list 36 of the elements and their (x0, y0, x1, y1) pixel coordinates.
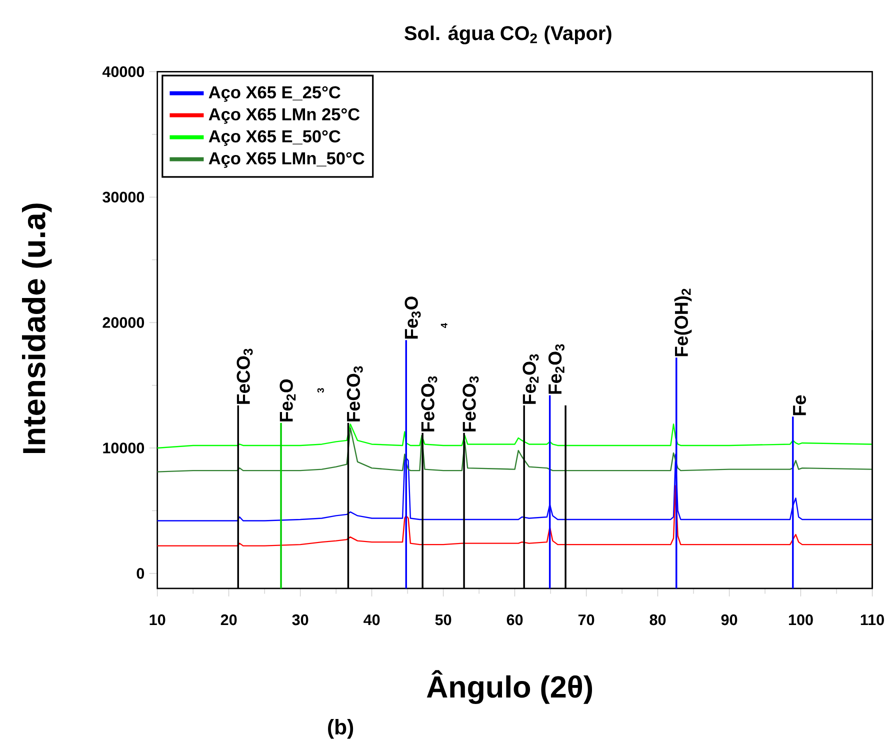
annotation: 3 (317, 388, 324, 393)
x-tick-label: 40 (364, 614, 380, 626)
y-tick-label: 0 (136, 568, 144, 579)
text: FeCO$_{3}$ (236, 348, 253, 404)
text: FeCO$_{3}$ (346, 366, 363, 422)
x-tick-label: 80 (650, 614, 666, 626)
x-tick-label: 20 (220, 614, 237, 626)
text: Fe(OH)$_{2}$ (674, 288, 692, 356)
text: (b) (328, 719, 354, 739)
x-tick-label: 90 (721, 614, 738, 626)
text: FeCO$_{3}$ (421, 376, 438, 432)
legend-label: Aço X65 E_25°C (208, 86, 340, 102)
text: Fe$_{3}$O (404, 296, 421, 339)
chart-title: Sol. água CO$_{2}$ (Vapor) (404, 26, 612, 44)
annotation: 4 (440, 323, 448, 328)
legend-label: Aço X65 E_50°C (208, 130, 340, 146)
x-tick-label: 110 (860, 614, 884, 626)
y-tick-label: 30000 (102, 192, 144, 203)
x-tick-label: 50 (435, 614, 452, 626)
x-tick-label: 60 (506, 614, 523, 626)
x-axis-title: Ângulo (2θ) (426, 670, 592, 704)
text: Fe (793, 395, 806, 416)
x-tick-label: 30 (292, 614, 308, 626)
text: FeCO$_{3}$ (462, 376, 479, 432)
x-tick-label: 10 (150, 614, 166, 626)
y-tick-label: 10000 (103, 442, 144, 454)
y-tick-label: 20000 (102, 317, 144, 328)
y-axis-title: Intensidade (u.a) (22, 204, 52, 454)
text: Fe$_{2}$O$_{3}$ (522, 354, 539, 404)
x-tick-label: 70 (578, 614, 594, 626)
legend-label: Aço X65 LMn_50°C (208, 152, 364, 168)
text: Fe$_{2}$O (280, 379, 296, 422)
text: Fe$_{2}$O$_{3}$ (548, 344, 564, 394)
x-tick-label: 100 (788, 614, 813, 626)
legend-label: Aço X65 LMn 25°C (208, 108, 360, 124)
y-tick-label: 40000 (102, 66, 144, 78)
